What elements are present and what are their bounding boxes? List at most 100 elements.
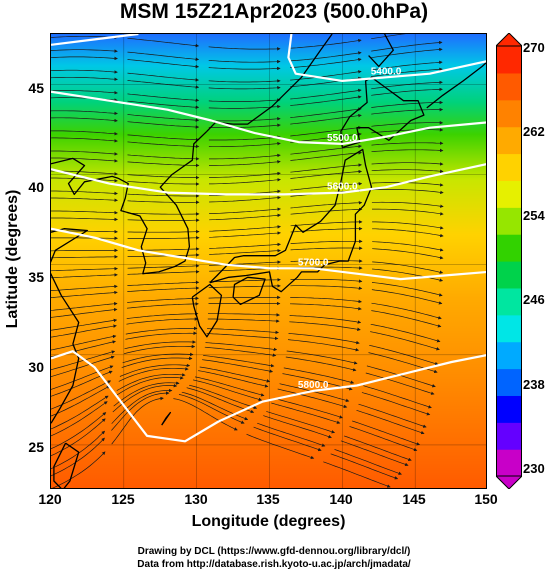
streamline-127	[208, 278, 281, 283]
streamline-177	[203, 355, 275, 368]
streamline-76	[127, 193, 200, 198]
streamline-72	[209, 178, 281, 185]
streamline-12	[208, 66, 281, 71]
colorbar-band-6	[496, 287, 522, 316]
streamline-24	[371, 67, 443, 77]
y-axis-label: Latitude (degrees)	[4, 189, 21, 329]
colorbar-band-1	[496, 422, 522, 450]
lon-tick-120: 120	[38, 491, 62, 507]
streamline-27	[208, 98, 281, 102]
streamline-102	[209, 231, 281, 238]
streamline-67	[209, 171, 281, 178]
streamline-228	[246, 433, 315, 460]
streamline-46	[127, 134, 200, 142]
streamline-6	[127, 51, 200, 61]
coast-kyushu	[191, 283, 223, 338]
colorbar-band-8	[496, 234, 522, 262]
streamline-90	[51, 217, 118, 222]
streamline-165	[51, 350, 116, 371]
streamline-225	[52, 451, 106, 488]
lat-tick-30: 30	[28, 359, 44, 375]
streamline-37	[208, 117, 281, 122]
contour-label-5500.0: 5500.0	[327, 133, 358, 144]
contour-labels: 5400.0 5500.0 5600.0 5700.0 5800.0	[298, 66, 402, 391]
credit-drawing: Drawing by DCL (https://www.gfd-dennou.o…	[137, 546, 411, 557]
streamline-112	[209, 248, 281, 255]
streamline-15	[51, 69, 118, 74]
streamline-182	[202, 359, 274, 373]
streamline-8	[290, 51, 362, 62]
streamline-2	[208, 46, 281, 51]
colorbar-band-5	[496, 314, 522, 343]
streamline-39	[371, 100, 444, 108]
streamline-176	[122, 352, 194, 364]
streamline-74	[371, 169, 444, 173]
streamline-196	[116, 373, 186, 391]
coastlines	[51, 34, 486, 488]
streamline-218	[257, 422, 326, 447]
colorbar-tick-262: 262	[523, 124, 545, 139]
streamline-86	[127, 212, 200, 216]
streamline-21	[127, 80, 200, 89]
streamline-224	[330, 453, 399, 480]
streamline-126	[127, 280, 200, 286]
streamline-107	[209, 242, 281, 249]
streamline-150	[51, 324, 117, 338]
credit-data: Data from http://database.rish.kyoto-u.a…	[137, 559, 411, 570]
streamline-173	[285, 356, 357, 372]
streamline-44	[371, 107, 444, 115]
colorbar-band-13	[496, 99, 522, 128]
streamline-1	[127, 37, 200, 48]
colorbar-band-11	[496, 153, 522, 181]
contour-0	[51, 34, 139, 46]
streamline-145	[51, 318, 118, 331]
streamline-7	[208, 59, 281, 64]
streamline-124	[372, 268, 444, 282]
x-axis-label: Longitude (degrees)	[191, 513, 346, 530]
streamline-129	[371, 282, 443, 297]
streamline-66	[127, 174, 200, 180]
streamline-141	[126, 302, 199, 309]
streamline-216	[111, 388, 173, 424]
streamline-163	[287, 339, 360, 352]
streamline-157	[207, 328, 279, 335]
streamline-226	[111, 396, 164, 445]
streamline-132	[208, 284, 281, 288]
streamline-156	[125, 326, 198, 335]
colorbar-frame	[496, 45, 522, 477]
streamline-152	[207, 318, 280, 323]
streamline-73	[290, 169, 363, 179]
streamline-207	[189, 384, 258, 410]
streamline-97	[209, 225, 281, 232]
streamline-35	[51, 110, 118, 116]
streamline-113	[290, 246, 363, 251]
streamline-149	[370, 323, 441, 343]
streamline-3	[290, 38, 362, 49]
colorbar-min-arrow	[496, 475, 522, 489]
streamline-166	[124, 340, 196, 350]
streamline-63	[290, 151, 362, 161]
colorbar-tick-238: 238	[523, 377, 545, 392]
coast-hokkaido	[340, 76, 425, 149]
colorbar-band-4	[496, 341, 522, 370]
colorbar-band-12	[496, 126, 522, 155]
streamline-22	[208, 86, 281, 90]
streamline-133	[290, 285, 363, 290]
streamline-26	[127, 93, 200, 102]
lon-tick-145: 145	[402, 491, 426, 507]
streamline-168	[286, 350, 358, 365]
streamline-53	[290, 132, 362, 143]
streamline-136	[127, 296, 199, 303]
streamline-5	[51, 49, 118, 53]
streamline-62	[208, 160, 281, 166]
streamline-45	[51, 130, 118, 136]
streamline-11	[127, 59, 200, 69]
streamline-204	[349, 426, 418, 452]
streamline-197	[194, 376, 265, 397]
streamline-10	[51, 56, 118, 61]
streamline-229	[323, 461, 391, 488]
streamline-87	[209, 207, 281, 214]
streamline-41	[127, 121, 200, 129]
contour-label-5400.0: 5400.0	[371, 66, 402, 77]
streamline-57	[209, 153, 281, 160]
